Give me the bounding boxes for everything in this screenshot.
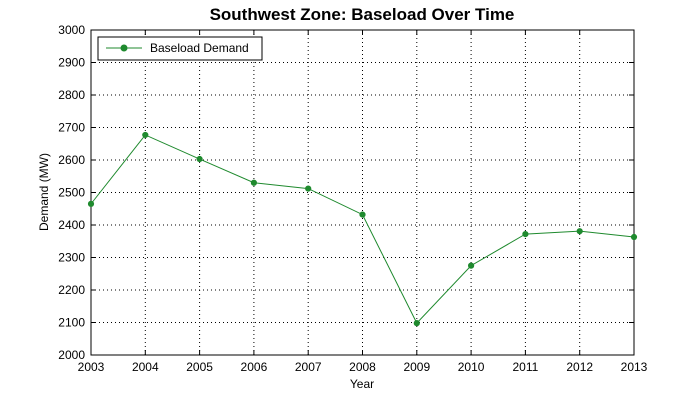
y-tick-label: 2400 <box>58 218 85 232</box>
y-tick-label: 2700 <box>58 121 85 135</box>
data-point <box>359 211 366 218</box>
data-point <box>196 155 203 163</box>
legend-label: Baseload Demand <box>150 41 249 55</box>
x-tick-label: 2008 <box>349 360 376 374</box>
x-tick-label: 2003 <box>78 360 105 374</box>
series-group <box>87 131 638 327</box>
y-tick-label: 3000 <box>58 23 85 37</box>
data-point <box>468 262 475 269</box>
legend: Baseload Demand <box>97 36 263 61</box>
legend-box <box>97 36 263 61</box>
x-axis-label: Year <box>350 377 374 391</box>
data-point <box>522 231 529 238</box>
y-tick-label: 2800 <box>58 88 85 102</box>
x-tick-label: 2012 <box>566 360 593 374</box>
x-tick-label: 2013 <box>621 360 648 374</box>
grid-lines <box>91 30 634 355</box>
y-tick-label: 2300 <box>58 251 85 265</box>
x-tick-label: 2007 <box>295 360 322 374</box>
x-axis: 2003 2004 2005 2006 2007 2008 2009 2010 2011 2012… <box>78 30 648 374</box>
data-point <box>250 179 257 186</box>
x-tick-label: 2005 <box>186 360 213 374</box>
data-point <box>630 233 638 241</box>
y-tick-label: 2100 <box>58 316 85 330</box>
data-point <box>142 131 149 139</box>
data-point <box>413 320 420 327</box>
chart-title: Southwest Zone: Baseload Over Time <box>210 5 515 24</box>
x-tick-label: 2011 <box>512 360 538 374</box>
legend-marker-swatch <box>120 44 128 52</box>
y-tick-label: 2200 <box>58 283 85 297</box>
x-tick-label: 2004 <box>132 360 159 374</box>
y-axis-label: Demand (MW) <box>37 153 51 231</box>
y-axis: 2000 2100 2200 2300 2400 2500 2600 2700 2800 2900… <box>58 23 634 362</box>
data-point <box>87 200 95 207</box>
x-tick-label: 2009 <box>403 360 430 374</box>
data-point <box>576 228 583 235</box>
x-tick-label: 2010 <box>458 360 485 374</box>
x-tick-label: 2006 <box>241 360 268 374</box>
y-tick-label: 2900 <box>58 56 85 70</box>
y-tick-label: 2600 <box>58 153 85 167</box>
data-point <box>305 185 312 192</box>
y-tick-label: 2500 <box>58 186 85 200</box>
y-tick-label: 2000 <box>58 348 85 362</box>
